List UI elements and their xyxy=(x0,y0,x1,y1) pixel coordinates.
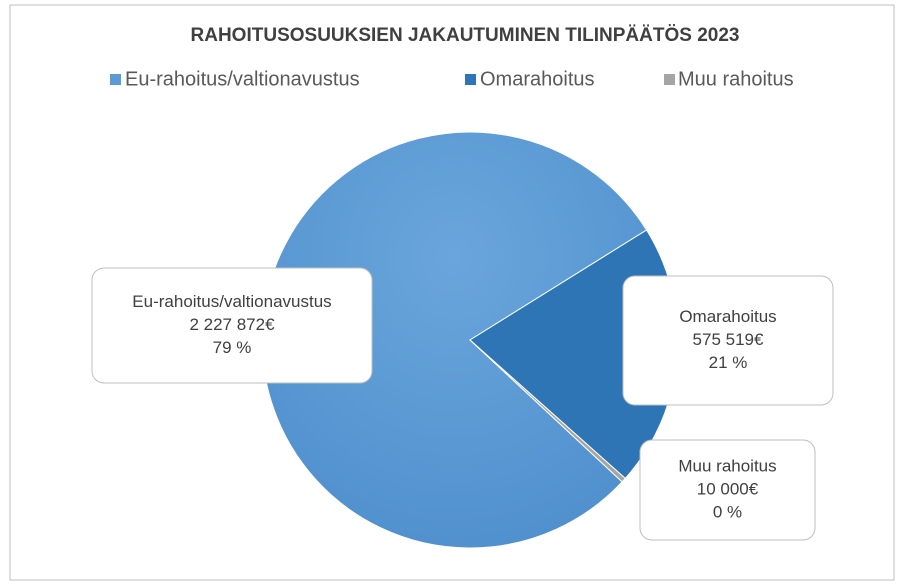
data-label-category: Eu-rahoitus/valtionavustus xyxy=(132,292,331,311)
data-label-category: Muu rahoitus xyxy=(678,456,776,475)
data-label-box xyxy=(91,267,373,384)
legend-label: Muu rahoitus xyxy=(678,68,794,90)
legend-label: Omarahoitus xyxy=(480,68,595,90)
data-label-value: 575 519€ xyxy=(693,330,764,349)
legend-swatch xyxy=(465,74,476,85)
legend-swatch xyxy=(110,74,121,85)
pie-slice xyxy=(469,339,626,483)
data-label-percent: 79 % xyxy=(213,338,252,357)
data-label-box xyxy=(639,439,816,541)
data-label-category: Omarahoitus xyxy=(679,307,776,326)
data-label-box xyxy=(622,275,834,406)
data-label-value: 10 000€ xyxy=(697,479,759,498)
data-label-percent: 0 % xyxy=(713,502,742,521)
data-label-percent: 21 % xyxy=(709,353,748,372)
data-label-value: 2 227 872€ xyxy=(189,315,275,334)
chart-title: RAHOITUSOSUUKSIEN JAKAUTUMINEN TILINPÄÄT… xyxy=(191,25,740,46)
legend-swatch xyxy=(664,74,675,85)
legend-label: Eu-rahoitus/valtionavustus xyxy=(125,68,360,90)
